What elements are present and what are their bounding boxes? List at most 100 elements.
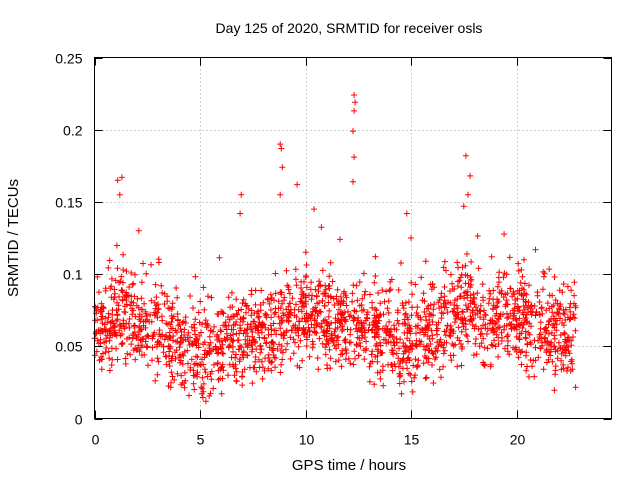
data-point bbox=[409, 304, 416, 311]
data-point bbox=[112, 277, 119, 284]
data-point bbox=[318, 320, 325, 327]
data-point bbox=[119, 340, 126, 346]
data-point bbox=[237, 210, 244, 217]
data-point bbox=[420, 290, 427, 297]
data-point bbox=[395, 287, 402, 293]
data-point bbox=[269, 347, 275, 353]
data-point bbox=[217, 375, 224, 382]
data-point bbox=[242, 300, 249, 307]
data-point bbox=[475, 265, 482, 272]
data-point bbox=[120, 251, 127, 258]
data-point bbox=[297, 298, 304, 305]
data-point bbox=[412, 356, 419, 363]
data-point bbox=[271, 311, 278, 317]
data-point bbox=[129, 305, 136, 312]
data-point bbox=[163, 332, 169, 339]
data-point bbox=[571, 292, 578, 299]
data-point bbox=[148, 261, 155, 268]
data-point bbox=[459, 308, 466, 315]
data-point bbox=[564, 283, 571, 290]
data-point bbox=[554, 300, 561, 307]
data-point bbox=[383, 323, 390, 329]
data-point bbox=[293, 282, 300, 289]
data-point bbox=[449, 280, 456, 287]
data-point bbox=[302, 274, 309, 281]
data-point bbox=[414, 304, 421, 311]
data-point bbox=[222, 322, 229, 329]
data-point bbox=[490, 302, 497, 309]
data-point bbox=[286, 290, 293, 297]
data-point bbox=[514, 287, 521, 294]
data-point bbox=[471, 294, 477, 301]
data-point bbox=[372, 322, 379, 329]
data-point bbox=[202, 347, 208, 354]
data-point bbox=[402, 321, 409, 327]
data-point bbox=[265, 355, 272, 361]
data-point bbox=[562, 346, 569, 353]
data-point bbox=[237, 342, 243, 349]
y-tick-label: 0.15 bbox=[55, 195, 82, 211]
data-point bbox=[481, 344, 488, 351]
data-point bbox=[430, 380, 437, 386]
data-point bbox=[451, 302, 458, 308]
data-point bbox=[339, 326, 346, 333]
data-point bbox=[256, 334, 263, 341]
data-point bbox=[292, 266, 299, 273]
data-point bbox=[325, 299, 332, 306]
data-point bbox=[337, 310, 344, 317]
data-point bbox=[267, 306, 274, 313]
data-point bbox=[572, 304, 579, 311]
data-point bbox=[258, 358, 265, 365]
data-point bbox=[165, 383, 172, 389]
data-point bbox=[253, 368, 260, 375]
data-point bbox=[454, 334, 461, 341]
data-point bbox=[219, 309, 226, 316]
data-point bbox=[500, 274, 507, 281]
data-point bbox=[137, 337, 144, 344]
data-point bbox=[304, 329, 311, 336]
data-point bbox=[187, 293, 194, 299]
data-point bbox=[307, 315, 314, 322]
data-point bbox=[179, 361, 186, 368]
data-point bbox=[373, 307, 380, 314]
data-point bbox=[256, 313, 263, 320]
data-point bbox=[568, 342, 575, 349]
data-point bbox=[527, 303, 534, 310]
data-point bbox=[130, 280, 137, 287]
data-point bbox=[132, 271, 138, 278]
data-point bbox=[430, 312, 436, 319]
data-point bbox=[330, 339, 337, 345]
data-point bbox=[257, 307, 264, 314]
data-point bbox=[377, 300, 384, 307]
y-tick-label: 0.1 bbox=[63, 267, 83, 283]
data-point bbox=[95, 340, 102, 347]
data-point bbox=[123, 268, 130, 275]
data-point bbox=[478, 330, 485, 337]
data-point bbox=[395, 355, 402, 362]
data-point bbox=[167, 321, 174, 328]
data-point bbox=[198, 329, 205, 336]
data-point bbox=[280, 332, 287, 339]
data-point bbox=[277, 141, 284, 148]
data-point bbox=[381, 298, 388, 305]
data-point bbox=[557, 344, 564, 351]
data-point bbox=[361, 291, 368, 298]
data-point bbox=[555, 311, 562, 318]
data-point bbox=[181, 348, 188, 355]
data-point bbox=[243, 330, 249, 337]
data-point bbox=[477, 302, 484, 309]
data-point bbox=[120, 266, 127, 273]
data-point bbox=[347, 331, 354, 338]
data-point bbox=[337, 320, 344, 327]
chart-title: Day 125 of 2020, SRMTID for receiver osl… bbox=[216, 20, 483, 36]
data-point bbox=[454, 363, 461, 370]
data-point bbox=[394, 307, 401, 314]
data-point bbox=[513, 333, 520, 340]
data-point bbox=[202, 398, 209, 405]
data-point bbox=[224, 336, 231, 342]
data-point bbox=[346, 339, 353, 346]
data-point bbox=[351, 92, 358, 98]
data-point bbox=[171, 376, 178, 383]
data-point bbox=[480, 307, 487, 314]
data-point bbox=[379, 349, 386, 356]
